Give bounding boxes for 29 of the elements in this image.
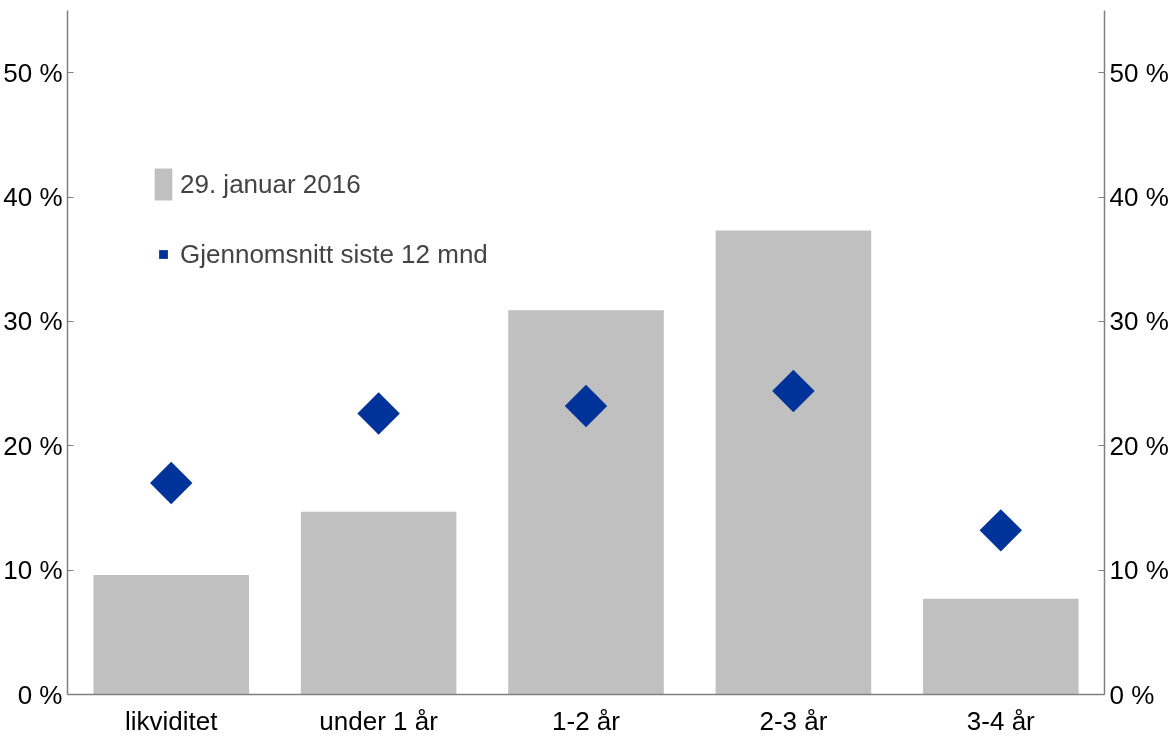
point <box>564 384 608 428</box>
point <box>772 369 815 413</box>
bar <box>508 310 664 695</box>
x-tick-label: 2-3 år <box>759 705 828 736</box>
y-tick-label: 40 % <box>3 182 63 213</box>
bar <box>93 575 249 695</box>
y-tick-label: 10 % <box>3 555 63 586</box>
legend-label: Gjennomsnitt siste 12 mnd <box>180 238 488 270</box>
point <box>357 392 400 435</box>
y-tick-label: 50 % <box>3 57 63 88</box>
bar <box>715 230 872 695</box>
y2-tick-label: 30 % <box>1109 306 1169 337</box>
bar <box>300 511 457 695</box>
bar <box>923 598 1079 695</box>
point <box>149 461 193 505</box>
x-tick-label: under 1 år <box>319 705 439 736</box>
x-tick-label: 1-2 år <box>552 705 621 736</box>
point <box>979 509 1023 552</box>
y2-tick-label: 20 % <box>1109 430 1169 461</box>
x-tick-label: 3-4 år <box>966 705 1036 736</box>
y-tick-label: 0 % <box>17 679 63 710</box>
y-tick-label: 20 % <box>3 430 63 461</box>
x-tick-label: likviditet <box>124 705 219 736</box>
y2-tick-label: 40 % <box>1109 182 1169 213</box>
y2-tick-label: 50 % <box>1109 57 1169 88</box>
y-tick-label: 30 % <box>3 306 63 337</box>
y2-tick-label: 0 % <box>1109 679 1155 710</box>
y2-tick-label: 10 % <box>1109 555 1169 586</box>
legend-label: 29. januar 2016 <box>180 168 361 200</box>
